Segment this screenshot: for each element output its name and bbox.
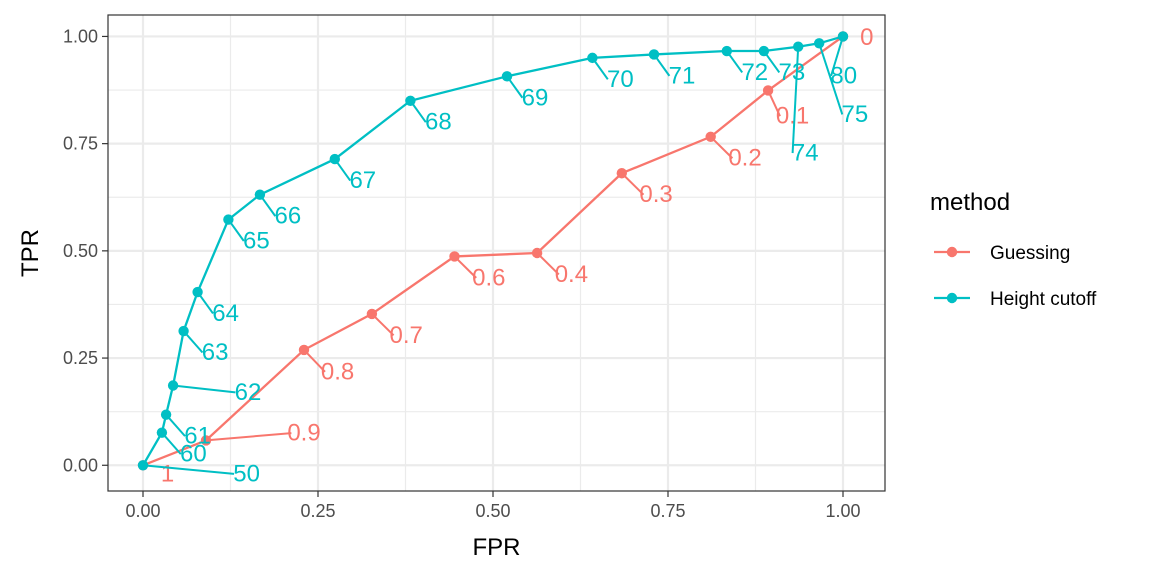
label-leader-guessing <box>371 313 395 337</box>
data-label-guessing: 0.1 <box>776 103 809 130</box>
panel-border <box>107 14 886 492</box>
data-label-height-cutoff: 64 <box>212 300 239 327</box>
label-leader-guessing <box>303 349 326 373</box>
data-label-guessing: 1 <box>161 460 174 487</box>
data-label-guessing: 0 <box>860 24 873 51</box>
data-label-guessing: 0.2 <box>728 145 761 172</box>
data-label-height-cutoff: 73 <box>779 59 806 86</box>
data-label-guessing: 0.8 <box>321 358 354 385</box>
data-label-height-cutoff: 71 <box>669 62 696 89</box>
x-tick-label: 0.25 <box>300 501 335 521</box>
data-label-height-cutoff: 74 <box>792 140 819 167</box>
label-leader-height-cutoff <box>725 50 744 74</box>
label-leader-height-cutoff <box>830 36 844 77</box>
label-leader-guessing <box>767 90 781 117</box>
legend-label: Guessing <box>990 243 1070 264</box>
label-leader-height-cutoff <box>506 75 524 99</box>
data-label-guessing: 0.3 <box>639 181 672 208</box>
point-labels: 10.90.80.70.6 0.40.30.20.1050606162636465… <box>142 24 873 487</box>
y-tick-label: 0.25 <box>63 348 98 368</box>
label-leader-height-cutoff <box>818 42 844 115</box>
data-label-height-cutoff: 70 <box>607 66 634 93</box>
label-leader-height-cutoff <box>409 100 427 123</box>
x-axis-title: FPR <box>473 534 521 561</box>
label-leader-height-cutoff <box>333 158 352 182</box>
label-leader-height-cutoff <box>591 57 609 80</box>
data-label-height-cutoff: 68 <box>425 109 452 136</box>
data-label-height-cutoff: 80 <box>830 62 857 89</box>
data-label-height-cutoff: 60 <box>180 441 207 468</box>
data-label-guessing: 0.6 <box>472 264 505 291</box>
x-tick-label: 0.00 <box>125 501 160 521</box>
data-label-height-cutoff: 50 <box>233 460 260 487</box>
label-leader-height-cutoff <box>653 53 671 77</box>
data-label-guessing: 0.9 <box>287 420 320 447</box>
y-tick-label: 0.75 <box>63 134 98 154</box>
label-leader-height-cutoff <box>259 194 277 217</box>
y-tick-label: 0.50 <box>63 241 98 261</box>
data-label-height-cutoff: 61 <box>184 423 211 450</box>
label-leader-guessing <box>453 255 477 279</box>
legend-label: Height cutoff <box>990 289 1097 310</box>
y-axis-title: TPR <box>17 229 44 277</box>
axes: 0.00 0.25 0.50 0.75 1.00 0.00 0.25 0.50 0.75 1.00 <box>63 26 861 521</box>
label-leader-height-cutoff <box>196 291 214 315</box>
y-tick-label: 0.00 <box>63 455 98 475</box>
data-label-height-cutoff: 65 <box>243 227 270 254</box>
label-leader-guessing <box>621 172 645 196</box>
data-label-height-cutoff: 67 <box>349 167 376 194</box>
x-tick-label: 0.75 <box>650 501 685 521</box>
label-leader-height-cutoff <box>172 384 236 394</box>
data-label-height-cutoff: 62 <box>235 379 262 406</box>
data-label-guessing: 0.4 <box>555 261 588 288</box>
label-leader-height-cutoff <box>227 218 245 242</box>
label-leader-height-cutoff <box>165 414 186 437</box>
data-label-height-cutoff: 66 <box>275 203 302 230</box>
y-tick-label: 1.00 <box>63 26 98 46</box>
label-leader-height-cutoff <box>182 330 204 354</box>
legend-key-point <box>946 292 958 304</box>
legend-key-point <box>946 246 958 258</box>
legend-item-guessing: Guessing <box>934 243 1070 264</box>
label-leader-height-cutoff <box>161 432 182 455</box>
data-label-height-cutoff: 75 <box>842 101 869 128</box>
data-label-height-cutoff: 72 <box>741 59 768 86</box>
label-leader-height-cutoff <box>763 50 781 74</box>
x-tick-label: 1.00 <box>825 501 860 521</box>
series <box>137 31 849 471</box>
data-label-guessing: 0.7 <box>390 322 423 349</box>
data-label-height-cutoff: 69 <box>522 84 549 111</box>
label-leader-guessing <box>536 252 560 276</box>
x-tick-label: 0.50 <box>475 501 510 521</box>
data-label-height-cutoff: 63 <box>202 339 229 366</box>
legend-items: Guessing Height cutoff <box>934 243 1097 310</box>
legend-title: method <box>930 189 1010 216</box>
label-leader-height-cutoff <box>791 46 800 154</box>
label-leader-height-cutoff <box>142 464 235 475</box>
legend: method Guessing Height cutoff <box>930 189 1097 310</box>
label-leader-guessing <box>709 136 734 159</box>
series-line-guessing <box>142 35 844 467</box>
legend-item-height-cutoff: Height cutoff <box>934 289 1097 310</box>
label-leader-guessing <box>205 432 292 442</box>
